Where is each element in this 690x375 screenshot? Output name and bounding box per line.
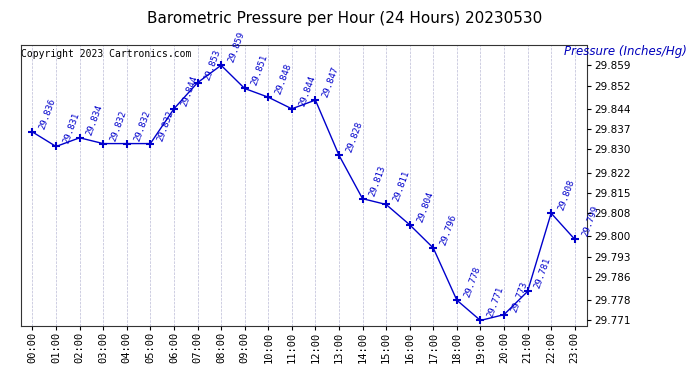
Text: 29.831: 29.831 xyxy=(61,112,81,145)
Text: 29.773: 29.773 xyxy=(509,280,529,313)
Text: 29.844: 29.844 xyxy=(179,74,199,107)
Text: 29.778: 29.778 xyxy=(462,266,482,299)
Text: 29.848: 29.848 xyxy=(274,62,293,96)
Text: 29.844: 29.844 xyxy=(297,74,317,107)
Text: 29.832: 29.832 xyxy=(109,109,128,142)
Text: 29.859: 29.859 xyxy=(226,30,246,64)
Text: 29.799: 29.799 xyxy=(580,204,600,238)
Text: 29.832: 29.832 xyxy=(132,109,152,142)
Text: 29.808: 29.808 xyxy=(557,178,576,212)
Text: 29.811: 29.811 xyxy=(392,170,411,203)
Text: 29.771: 29.771 xyxy=(486,286,506,319)
Text: 29.781: 29.781 xyxy=(533,256,553,290)
Text: 29.828: 29.828 xyxy=(344,120,364,154)
Text: 29.853: 29.853 xyxy=(203,48,223,81)
Text: 29.832: 29.832 xyxy=(156,109,175,142)
Text: 29.851: 29.851 xyxy=(250,54,270,87)
Text: 29.836: 29.836 xyxy=(38,97,57,130)
Text: Pressure (Inches/Hg): Pressure (Inches/Hg) xyxy=(564,45,687,58)
Text: Copyright 2023 Cartronics.com: Copyright 2023 Cartronics.com xyxy=(21,49,191,59)
Text: 29.813: 29.813 xyxy=(368,164,388,197)
Text: 29.847: 29.847 xyxy=(321,65,340,99)
Text: 29.834: 29.834 xyxy=(85,103,105,136)
Text: 29.804: 29.804 xyxy=(415,190,435,224)
Text: Barometric Pressure per Hour (24 Hours) 20230530: Barometric Pressure per Hour (24 Hours) … xyxy=(148,11,542,26)
Text: 29.796: 29.796 xyxy=(439,213,458,247)
